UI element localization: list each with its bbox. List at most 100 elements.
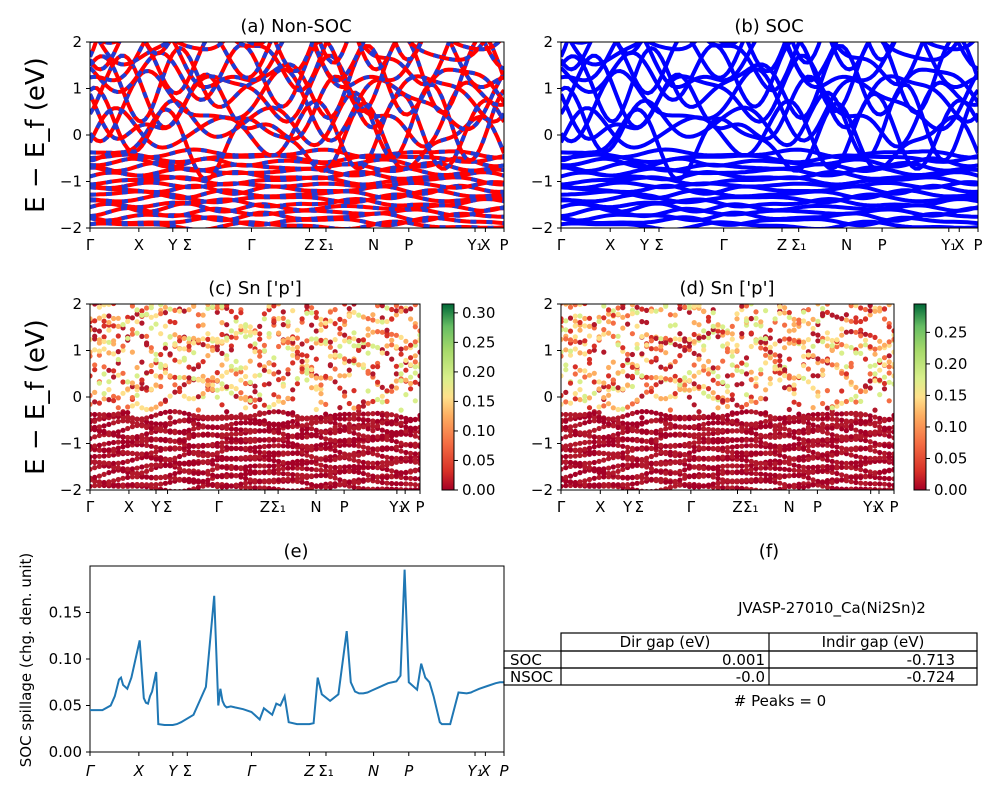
band-dot [186,411,192,417]
band-dot [753,309,759,315]
band-dot [181,445,187,451]
band-dot [90,466,93,472]
band-dot [677,458,683,464]
band-dot [87,284,92,289]
band-dot [337,482,343,488]
band-dot [763,308,769,314]
band-dot [101,323,107,329]
band-line [561,72,978,149]
band-dot [629,481,636,487]
band-dot [323,445,329,451]
band-dot [748,343,754,350]
band-dot [839,289,844,294]
band-dot [886,398,892,404]
band-dot [834,274,839,279]
band-dot [92,478,98,485]
band-dot [634,341,640,347]
band-dot [729,323,735,329]
band-dot [830,287,835,292]
band-dot [753,338,759,344]
band-dot [863,278,868,283]
band-dot [177,418,183,424]
band-dot [715,436,721,443]
band-dot [408,386,414,392]
band-dot [601,331,607,337]
band-dot [191,376,197,382]
band-dot [601,304,607,309]
band-dot [686,377,693,384]
band-dot [815,356,821,362]
band-dot [304,473,310,479]
band-dot [872,440,878,446]
band-dot [238,365,244,371]
band-dot [791,316,797,322]
band-dot [853,412,859,418]
band-dot [596,450,602,456]
band-dot [820,416,826,422]
band-dot [596,318,602,324]
band-dot [332,307,338,313]
band-dot [318,316,324,322]
band-dot [294,349,300,355]
band-dot [601,272,606,277]
band-dot [629,445,636,451]
band-dot [168,288,173,293]
band-dot [101,423,107,429]
band-dot [743,371,750,377]
band-dot [318,337,324,343]
band-dot [389,285,394,290]
band-dot [862,455,869,461]
band-dot [848,460,854,466]
band-dot [214,440,220,447]
band-dot [677,377,683,383]
band-dot [252,349,258,355]
ytick-label: 0 [543,388,553,406]
xtick-label: Y₁ [388,498,404,516]
band-dot [327,444,333,450]
band-dot [365,370,371,376]
band-dot [606,471,612,477]
band-dot [177,445,183,452]
band-dot [134,384,140,390]
band-dot [346,429,352,435]
band-dot [872,414,878,420]
band-dot [582,250,587,255]
band-dot [162,345,168,351]
band-dot [853,315,859,321]
band-dot [393,481,399,487]
band-dot [318,391,324,397]
band-dot [758,411,764,417]
band-dot [767,344,773,350]
xtick-label: P [415,498,424,516]
band-dot [162,304,168,310]
band-dot [591,418,597,424]
band-dot [763,418,769,425]
band-dot [810,353,816,359]
band-line-overlay [90,42,504,96]
band-dot [360,451,366,457]
band-dot [224,422,230,429]
band-dot [408,362,414,368]
band-dot [805,420,812,426]
band-dot [408,443,414,449]
band-dot [615,311,621,317]
band-dot [285,443,291,449]
band-dot [748,470,754,476]
band-dot [408,481,414,487]
band-dot [272,304,275,305]
band-dot [351,388,357,394]
band-dot [210,378,216,384]
band-dot [177,270,182,275]
band-dot [767,355,773,361]
band-dot [639,456,645,463]
band-dot [327,464,333,470]
band-dot [417,412,420,418]
band-dot [872,407,878,413]
band-dot [644,455,650,461]
band-dot [820,456,826,462]
band-dot [853,427,859,433]
band-dot [862,388,869,394]
band-dot [332,438,338,444]
band-dot [848,474,854,480]
colorbar-tick-label: 0.15 [934,386,967,404]
